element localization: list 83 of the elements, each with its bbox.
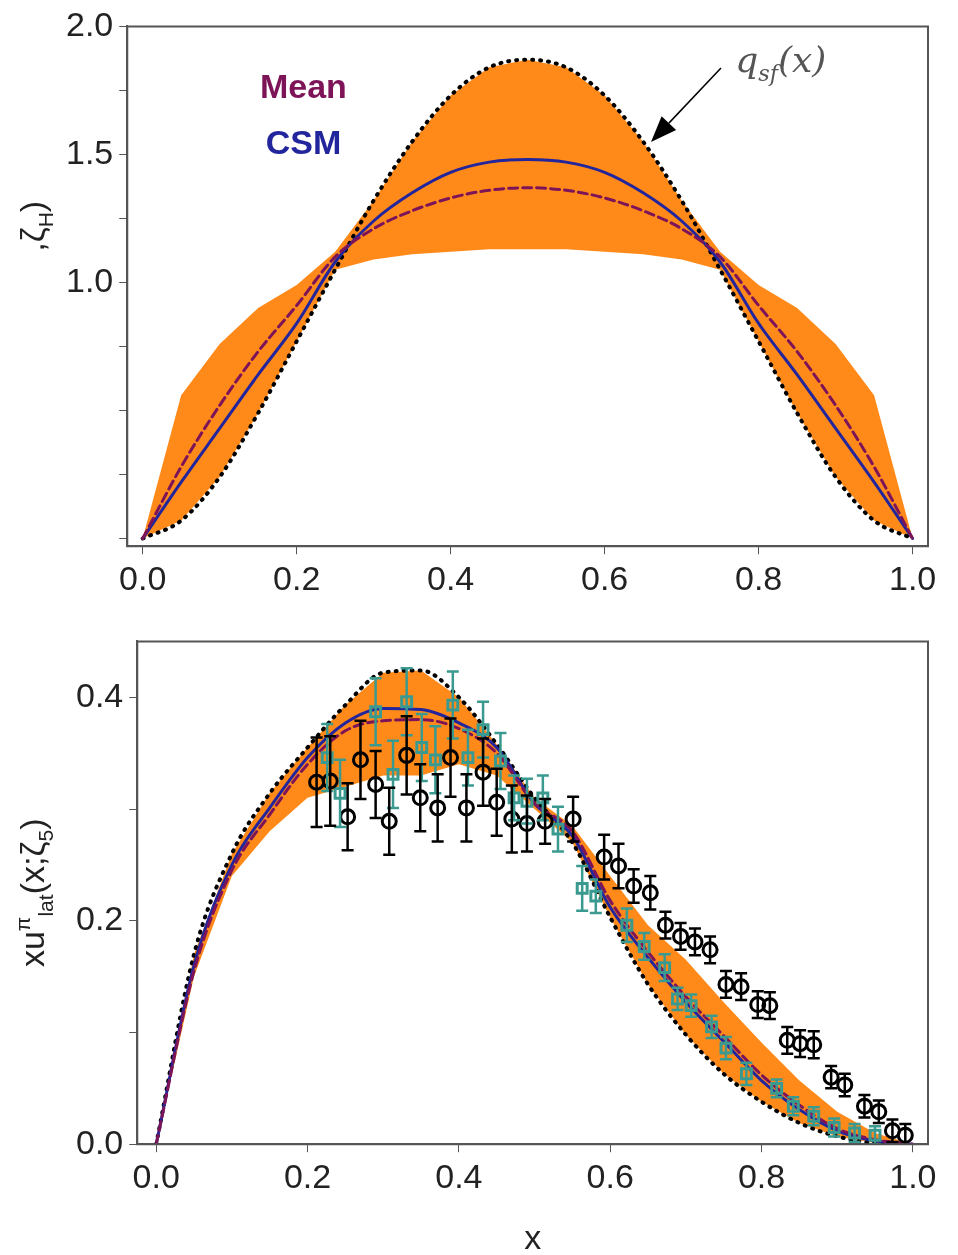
point [536, 791, 550, 805]
point [656, 916, 674, 934]
x-tick-label: 0.8 [734, 558, 783, 597]
x-tick-label: 0.6 [580, 558, 629, 597]
point [428, 753, 442, 767]
point [701, 941, 719, 959]
x-tick-label: 0.0 [132, 1156, 180, 1195]
point [791, 1035, 809, 1053]
x-tick-label: 1.0 [889, 1156, 937, 1195]
point [719, 1041, 733, 1055]
point [672, 927, 690, 945]
point [686, 933, 704, 951]
point [429, 799, 447, 817]
point [351, 751, 369, 769]
point [333, 786, 347, 800]
point [457, 799, 475, 817]
point [386, 767, 400, 781]
y-axis-title: xuπlat(x;ζ5) [11, 818, 57, 968]
x-tick-label: 0.4 [435, 1156, 483, 1195]
point [705, 1020, 719, 1034]
point [822, 1068, 840, 1086]
y-tick-label: 0.0 [76, 1122, 124, 1161]
x-axis-title: x [524, 1218, 542, 1255]
point [749, 996, 767, 1014]
point [476, 723, 490, 737]
text: Mean [259, 67, 347, 106]
x-tick-label: 0.6 [586, 1156, 634, 1195]
point [827, 1120, 841, 1134]
point [761, 997, 779, 1015]
y-tick-label: 0.2 [76, 899, 124, 938]
x-tick-label: 1.0 [888, 558, 937, 597]
point [380, 812, 398, 830]
series-label: CSM [265, 123, 342, 162]
point [400, 695, 414, 709]
point [671, 992, 684, 1006]
point [442, 749, 460, 767]
point [308, 773, 326, 791]
x-tick-label: 0.4 [427, 558, 475, 597]
point [732, 978, 750, 996]
point [415, 741, 429, 754]
point [658, 961, 672, 975]
point [620, 918, 634, 932]
point [855, 1097, 873, 1115]
point [684, 999, 698, 1013]
point [398, 746, 416, 764]
y-tick-label: 1.5 [66, 132, 114, 171]
point [461, 751, 475, 765]
point [474, 763, 492, 781]
y-tick-label: 1.0 [66, 260, 114, 299]
point [589, 889, 603, 903]
point [778, 1031, 796, 1049]
point [625, 877, 643, 895]
y-tick-label: 0.4 [76, 675, 124, 714]
point [896, 1126, 914, 1144]
point [595, 848, 613, 866]
point [575, 881, 589, 895]
point [870, 1103, 888, 1121]
point [369, 705, 383, 719]
point [446, 698, 460, 712]
y-tick-label: 2.0 [66, 4, 114, 43]
x-tick-label: 0.8 [737, 1156, 786, 1195]
point [507, 791, 521, 805]
point [739, 1067, 753, 1081]
point [488, 793, 506, 811]
x-tick-label: 0.2 [283, 1156, 332, 1195]
point [367, 775, 385, 793]
point [320, 751, 334, 765]
x-tick-label: 0.2 [273, 558, 321, 597]
point [641, 884, 659, 902]
y-axis-title: ,ζH) [13, 200, 57, 252]
point [518, 815, 536, 833]
point [836, 1076, 854, 1094]
point [637, 939, 651, 953]
point [883, 1122, 901, 1140]
point [564, 810, 582, 828]
point [551, 822, 565, 836]
point [494, 754, 507, 768]
point [321, 772, 339, 790]
point [411, 789, 429, 807]
point [805, 1036, 823, 1054]
point [717, 975, 735, 993]
point [610, 857, 628, 875]
x-tick-label: 0.0 [119, 558, 167, 597]
